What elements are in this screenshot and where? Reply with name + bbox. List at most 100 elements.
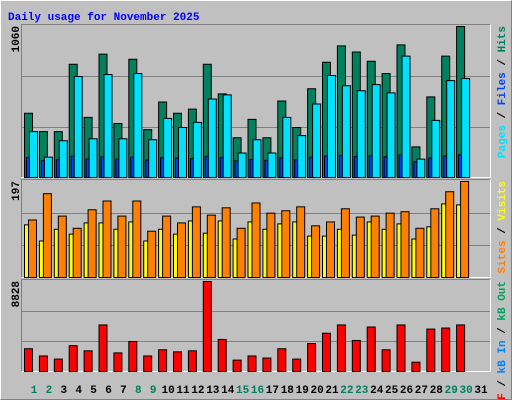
- x-tick-label: 11: [176, 385, 190, 397]
- legend-separator: /: [497, 373, 509, 393]
- x-tick-label: 26: [400, 385, 413, 397]
- bar: [68, 345, 78, 373]
- bar: [381, 349, 391, 373]
- legend: Sites / Visits: [497, 181, 509, 273]
- bar: [132, 200, 142, 278]
- x-tick-label: 5: [90, 385, 97, 397]
- bar: [147, 230, 157, 278]
- bar: [336, 324, 346, 372]
- bar: [441, 327, 451, 373]
- bar: [281, 210, 291, 278]
- x-tick-label: 18: [281, 385, 295, 397]
- bar: [83, 350, 93, 372]
- x-tick-label: 22: [340, 385, 353, 397]
- x-tick-label: 16: [251, 385, 264, 397]
- bar: [232, 359, 242, 372]
- bar: [191, 206, 201, 278]
- bar: [386, 92, 396, 178]
- bar: [322, 332, 331, 372]
- x-tick-label: 10: [161, 385, 174, 397]
- x-tick-label: 2: [46, 385, 53, 397]
- legend-entry: Pages: [497, 125, 509, 158]
- x-tick-label: 8: [135, 385, 142, 397]
- legend: Pages / Files / Hits: [497, 26, 509, 158]
- x-tick-label: 27: [415, 385, 428, 397]
- legend-separator: /: [497, 221, 509, 241]
- bar: [192, 121, 202, 179]
- x-tick-label: 31: [474, 385, 488, 397]
- plot-bevel-dark: [21, 24, 491, 178]
- x-tick-label: 20: [310, 385, 323, 397]
- bar: [396, 324, 406, 372]
- bar: [73, 76, 83, 178]
- bar: [262, 357, 272, 372]
- legend: kB F / kB In / kB Out: [497, 281, 509, 400]
- legend-entry: kB In: [497, 340, 509, 373]
- bar: [456, 324, 466, 372]
- bar: [340, 208, 350, 278]
- bar: [297, 135, 307, 178]
- bar: [237, 152, 247, 178]
- legend-separator: /: [497, 321, 509, 341]
- bar: [38, 355, 48, 372]
- y-tick-label: 197: [11, 181, 23, 201]
- bar: [98, 324, 108, 372]
- legend-separator: /: [497, 52, 509, 72]
- legend-entry: Hits: [497, 26, 509, 52]
- bar: [400, 211, 410, 278]
- x-tick-label: 6: [105, 385, 112, 397]
- x-tick-label: 14: [221, 385, 235, 397]
- bar: [177, 222, 186, 279]
- bar: [58, 140, 68, 179]
- bar: [222, 94, 232, 178]
- bar: [416, 158, 426, 178]
- bar: [355, 216, 365, 279]
- bar: [366, 326, 376, 372]
- x-tick-label: 7: [120, 385, 127, 397]
- plot-bevel-dark: [21, 279, 491, 372]
- bar: [236, 227, 246, 278]
- bar: [88, 138, 98, 178]
- bar: [430, 208, 440, 278]
- bar: [251, 202, 261, 278]
- bar: [341, 85, 351, 178]
- bar: [385, 212, 395, 278]
- bar: [103, 74, 113, 178]
- legend-entry: Sites: [497, 240, 509, 273]
- bar: [292, 358, 302, 373]
- bar: [460, 181, 470, 278]
- bar: [133, 73, 143, 178]
- bar: [102, 200, 112, 278]
- y-tick-label: 1060: [11, 26, 23, 52]
- bar: [296, 206, 306, 278]
- x-tick-label: 21: [325, 385, 339, 397]
- legend-entry: kB Out: [497, 281, 509, 321]
- bar: [221, 207, 231, 279]
- bar: [43, 156, 53, 178]
- bar: [72, 227, 82, 278]
- bar: [113, 352, 123, 372]
- bar: [277, 348, 287, 372]
- bar: [356, 90, 366, 178]
- y-tick-label: 8828: [11, 281, 23, 308]
- bar: [445, 191, 455, 278]
- bar: [143, 355, 153, 372]
- bar: [187, 350, 197, 372]
- bar: [53, 358, 63, 373]
- bar: [282, 116, 292, 178]
- x-tick-label: 25: [385, 385, 399, 397]
- legend-entry: Visits: [497, 181, 509, 221]
- bar: [247, 355, 257, 372]
- x-tick-label: 9: [150, 385, 157, 397]
- bar: [28, 219, 37, 279]
- x-tick-label: 24: [370, 385, 384, 397]
- bar: [217, 338, 227, 373]
- x-tick-label: 17: [266, 385, 279, 397]
- bar: [87, 209, 97, 278]
- bar: [411, 361, 421, 372]
- bar: [327, 75, 336, 178]
- plot-bevel-dark: [21, 179, 491, 278]
- bar: [446, 80, 456, 178]
- bar: [312, 103, 322, 178]
- bar: [461, 77, 471, 178]
